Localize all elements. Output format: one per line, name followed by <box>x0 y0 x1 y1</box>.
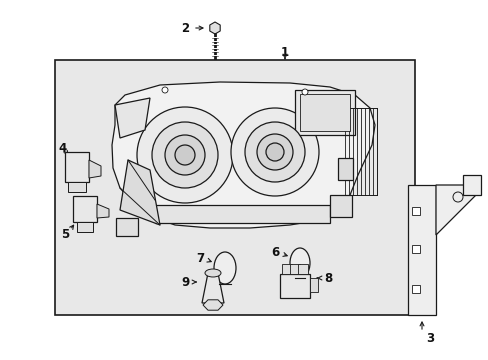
Bar <box>462 175 480 195</box>
Circle shape <box>164 135 204 175</box>
Polygon shape <box>209 22 220 34</box>
Text: 9: 9 <box>182 275 190 288</box>
Bar <box>407 185 435 315</box>
Polygon shape <box>97 204 109 218</box>
Bar <box>77 222 93 232</box>
Bar <box>68 182 86 192</box>
Circle shape <box>244 122 305 182</box>
Text: 5: 5 <box>61 228 69 240</box>
Bar <box>73 196 97 222</box>
Circle shape <box>152 122 218 188</box>
Circle shape <box>162 87 168 93</box>
Polygon shape <box>89 160 101 178</box>
Circle shape <box>265 143 284 161</box>
Bar <box>155 205 329 223</box>
Text: 3: 3 <box>425 332 433 345</box>
Text: 6: 6 <box>270 247 279 260</box>
Text: 1: 1 <box>281 45 288 59</box>
Text: 2: 2 <box>181 22 189 35</box>
Bar <box>290 278 308 290</box>
Bar <box>65 152 89 182</box>
Bar <box>297 264 307 274</box>
Bar <box>294 90 354 135</box>
Circle shape <box>175 145 195 165</box>
Circle shape <box>137 107 232 203</box>
Ellipse shape <box>214 252 236 284</box>
Circle shape <box>230 108 318 196</box>
Bar <box>309 278 317 292</box>
Polygon shape <box>202 273 224 303</box>
Text: 7: 7 <box>196 252 203 265</box>
Polygon shape <box>435 185 475 235</box>
Text: 4: 4 <box>59 141 67 154</box>
Polygon shape <box>115 98 150 138</box>
Polygon shape <box>120 160 160 225</box>
Bar <box>299 94 349 131</box>
Bar <box>411 207 419 215</box>
Circle shape <box>257 134 292 170</box>
Polygon shape <box>112 82 374 228</box>
Bar <box>116 218 138 236</box>
Bar <box>282 264 291 274</box>
Polygon shape <box>203 300 223 310</box>
Bar <box>411 245 419 253</box>
Bar <box>337 158 352 180</box>
Ellipse shape <box>204 269 221 277</box>
Bar <box>411 285 419 293</box>
Ellipse shape <box>289 248 309 278</box>
Bar <box>329 195 351 217</box>
Text: 8: 8 <box>323 271 331 284</box>
Circle shape <box>302 89 307 95</box>
Bar <box>289 264 299 274</box>
Bar <box>280 274 309 298</box>
Bar <box>55 60 414 315</box>
